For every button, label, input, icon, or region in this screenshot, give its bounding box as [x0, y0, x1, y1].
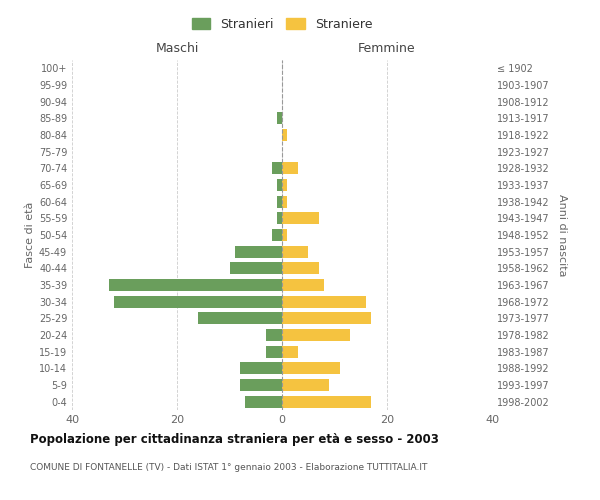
Bar [282, 179, 287, 191]
Y-axis label: Anni di nascita: Anni di nascita [557, 194, 566, 276]
Bar [277, 112, 282, 124]
Bar [114, 296, 282, 308]
Bar [245, 396, 282, 407]
Bar [271, 162, 282, 174]
Bar [282, 212, 319, 224]
Bar [282, 312, 371, 324]
Text: COMUNE DI FONTANELLE (TV) - Dati ISTAT 1° gennaio 2003 - Elaborazione TUTTITALIA: COMUNE DI FONTANELLE (TV) - Dati ISTAT 1… [30, 462, 427, 471]
Bar [235, 246, 282, 258]
Bar [277, 196, 282, 207]
Bar [229, 262, 282, 274]
Bar [240, 362, 282, 374]
Bar [266, 346, 282, 358]
Bar [277, 212, 282, 224]
Bar [282, 379, 329, 391]
Bar [198, 312, 282, 324]
Bar [271, 229, 282, 241]
Bar [282, 162, 298, 174]
Bar [282, 262, 319, 274]
Bar [282, 246, 308, 258]
Bar [266, 329, 282, 341]
Legend: Stranieri, Straniere: Stranieri, Straniere [188, 14, 376, 34]
Bar [282, 196, 287, 207]
Bar [282, 129, 287, 141]
Text: Femmine: Femmine [358, 42, 416, 55]
Y-axis label: Fasce di età: Fasce di età [25, 202, 35, 268]
Bar [282, 229, 287, 241]
Text: Popolazione per cittadinanza straniera per età e sesso - 2003: Popolazione per cittadinanza straniera p… [30, 432, 439, 446]
Bar [282, 396, 371, 407]
Bar [282, 346, 298, 358]
Bar [277, 179, 282, 191]
Bar [109, 279, 282, 291]
Text: Maschi: Maschi [155, 42, 199, 55]
Bar [282, 362, 340, 374]
Bar [240, 379, 282, 391]
Bar [282, 329, 350, 341]
Bar [282, 296, 366, 308]
Bar [282, 279, 324, 291]
